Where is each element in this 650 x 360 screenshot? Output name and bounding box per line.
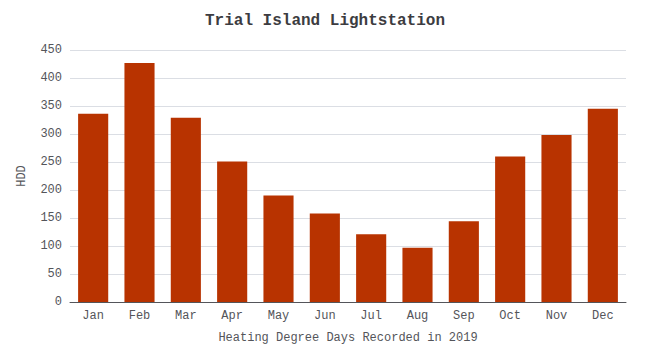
svg-text:Mar: Mar [175, 309, 197, 323]
svg-text:100: 100 [40, 239, 62, 253]
svg-text:Sep: Sep [453, 309, 475, 323]
svg-text:Apr: Apr [221, 309, 243, 323]
svg-text:Nov: Nov [546, 309, 568, 323]
svg-text:Jun: Jun [314, 309, 336, 323]
svg-text:Feb: Feb [129, 309, 151, 323]
svg-text:150: 150 [40, 211, 62, 225]
svg-text:Trial Island Lightstation: Trial Island Lightstation [205, 12, 445, 30]
svg-text:200: 200 [40, 183, 62, 197]
svg-text:Jul: Jul [360, 309, 382, 323]
svg-text:0: 0 [55, 295, 62, 309]
svg-text:250: 250 [40, 155, 62, 169]
svg-text:350: 350 [40, 99, 62, 113]
svg-text:Aug: Aug [407, 309, 429, 323]
svg-text:50: 50 [48, 267, 62, 281]
svg-text:Jan: Jan [82, 309, 104, 323]
svg-text:May: May [268, 309, 290, 323]
svg-text:400: 400 [40, 71, 62, 85]
svg-text:Dec: Dec [592, 309, 614, 323]
svg-text:HDD: HDD [15, 165, 29, 187]
svg-text:Oct: Oct [499, 309, 521, 323]
svg-text:Heating Degree Days Recorded i: Heating Degree Days Recorded in 2019 [218, 331, 477, 345]
svg-text:450: 450 [40, 43, 62, 57]
svg-text:300: 300 [40, 127, 62, 141]
